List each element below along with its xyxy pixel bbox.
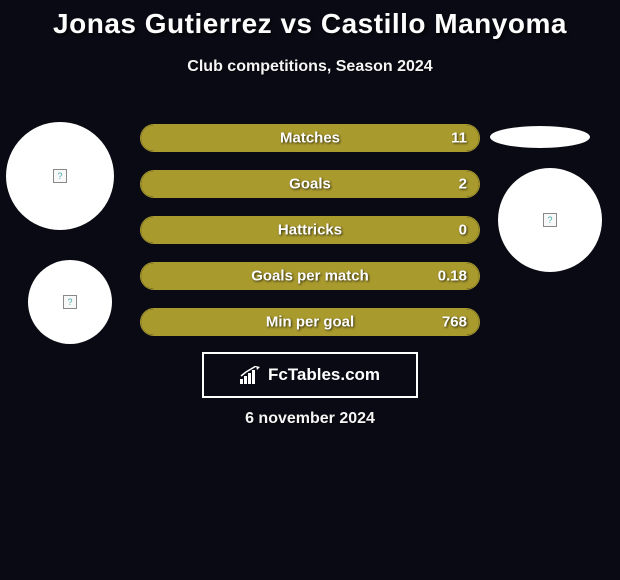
stat-row-min-per-goal: Min per goal 768 [140,308,480,336]
chart-icon [240,366,262,384]
brand-box: FcTables.com [202,352,418,398]
player-circle-left-top: ? [6,122,114,230]
date-text: 6 november 2024 [245,410,375,428]
stats-container: Matches 11 Goals 2 Hattricks 0 Goals per… [140,124,480,354]
player-ellipse-right-top [490,126,590,148]
player-circle-right-mid: ? [498,168,602,272]
stat-label: Hattricks [278,222,342,239]
stat-label: Goals [289,176,331,193]
image-placeholder-icon: ? [543,213,557,227]
stat-row-goals: Goals 2 [140,170,480,198]
image-placeholder-icon: ? [63,295,77,309]
stat-value: 11 [451,130,467,147]
stat-value: 0.18 [438,268,467,285]
stat-row-hattricks: Hattricks 0 [140,216,480,244]
stat-value: 768 [442,314,467,331]
stat-row-matches: Matches 11 [140,124,480,152]
stat-value: 0 [459,222,467,239]
stat-value: 2 [459,176,467,193]
player-circle-left-bottom: ? [28,260,112,344]
stat-label: Goals per match [251,268,369,285]
page-title: Jonas Gutierrez vs Castillo Manyoma [0,0,620,40]
image-placeholder-icon: ? [53,169,67,183]
stat-label: Matches [280,130,340,147]
brand-text: FcTables.com [268,365,380,385]
page-subtitle: Club competitions, Season 2024 [0,58,620,76]
stat-row-goals-per-match: Goals per match 0.18 [140,262,480,290]
stat-label: Min per goal [266,314,354,331]
